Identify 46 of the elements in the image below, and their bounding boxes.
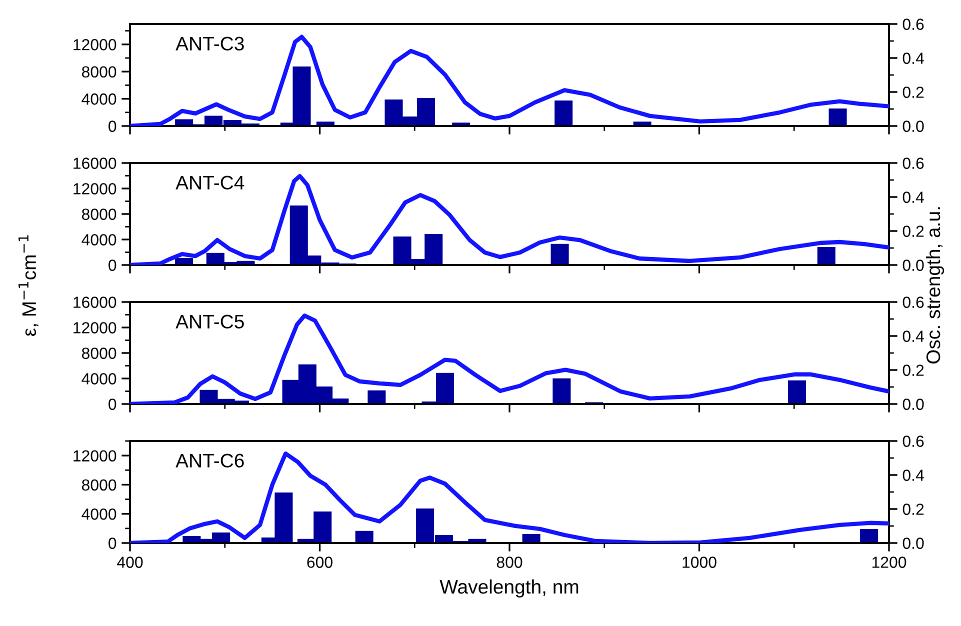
text: ANT-C6 [176, 454, 244, 468]
y2-tick-label: 0.6 [902, 158, 924, 169]
y2-tick-label: 0.0 [902, 398, 924, 410]
y2-tick-label: 0.0 [902, 260, 924, 271]
y2-tick-label: 0.6 [902, 436, 924, 447]
y2-tick-label: 0.0 [902, 538, 924, 549]
y2-tick-label: 0.4 [902, 192, 924, 203]
y2-tick-label: 0.6 [902, 296, 924, 308]
x-tick-label: 800 [496, 556, 522, 568]
y-tick-label: 0 [108, 120, 116, 132]
y2-tick-label: 0.2 [902, 226, 924, 237]
y2-tick-label: 0.0 [902, 120, 924, 132]
y2-tick-label: 0.2 [902, 86, 924, 98]
y-tick-label: 4000 [82, 508, 116, 520]
y-tick-label: 8000 [82, 479, 116, 491]
text: ANT-C5 [176, 314, 244, 329]
x-tick-label: 1000 [682, 556, 716, 568]
y-tick-label: 12000 [74, 450, 116, 462]
text: ANT-C4 [176, 176, 244, 190]
y2-tick-label: 0.4 [902, 470, 924, 481]
y-axis-title: ε, M$^{−1}$cm$^{−1}$ [18, 235, 38, 336]
y-tick-label: 12000 [74, 183, 116, 194]
y2-tick-label: 0.4 [902, 52, 924, 64]
y-tick-label: 4000 [82, 234, 116, 246]
y-tick-label: 0 [108, 260, 116, 271]
y-tick-label: 12000 [74, 39, 116, 50]
y-tick-label: 16000 [74, 158, 116, 169]
y2-axis-title: Osc. strength, a.u. [926, 207, 944, 364]
y-tick-label: 8000 [82, 208, 116, 220]
y2-tick-label: 0.4 [902, 330, 924, 342]
y-tick-label: 8000 [82, 348, 116, 359]
y-tick-label: 0 [108, 538, 116, 549]
y-tick-label: 0 [108, 398, 116, 410]
x-tick-label: 400 [117, 556, 143, 568]
text: ANT-C3 [176, 36, 244, 51]
x-tick-label: 600 [307, 556, 332, 568]
y2-tick-label: 0.2 [902, 504, 924, 515]
y2-tick-label: 0.2 [902, 364, 924, 376]
y-tick-label: 16000 [74, 296, 116, 308]
x-tick-label: 1200 [872, 556, 906, 568]
y2-tick-label: 0.6 [902, 18, 924, 30]
y-tick-label: 12000 [74, 322, 116, 334]
x-axis-title: Wavelength, nm [440, 579, 578, 598]
y-tick-label: 4000 [82, 373, 116, 384]
y-tick-label: 8000 [82, 66, 116, 78]
y-tick-label: 4000 [82, 93, 116, 105]
